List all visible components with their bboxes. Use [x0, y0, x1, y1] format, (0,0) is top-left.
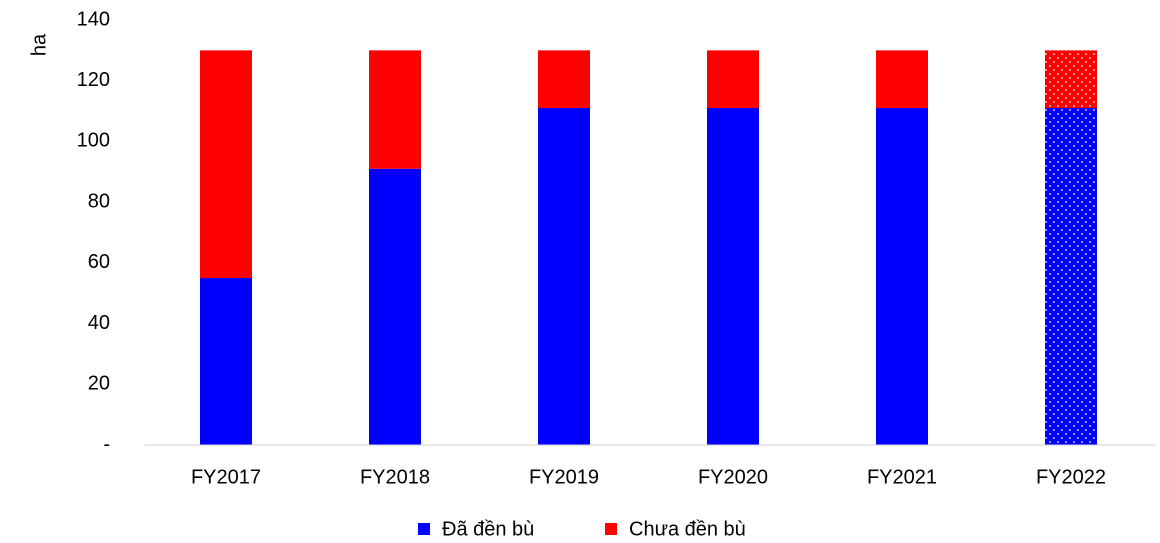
bar-segment	[200, 278, 252, 445]
legend-swatch	[605, 523, 617, 535]
y-tick-label: 80	[88, 190, 110, 212]
y-tick-label: -	[103, 433, 110, 455]
x-tick-label: FY2022	[1036, 466, 1106, 488]
x-tick-label: FY2018	[360, 466, 430, 488]
bar-segment	[200, 50, 252, 279]
y-axis-label: ha	[28, 33, 50, 56]
x-tick-label: FY2020	[698, 466, 768, 488]
bar-segment	[707, 50, 759, 109]
bar-segment	[538, 50, 590, 109]
bar-pattern	[1045, 108, 1097, 446]
bar-segment	[538, 108, 590, 446]
bar-segment	[707, 108, 759, 446]
x-tick-label: FY2019	[529, 466, 599, 488]
bar-pattern	[1045, 50, 1097, 109]
x-tick-label: FY2021	[867, 466, 937, 488]
bar-segment	[369, 50, 421, 169]
y-tick-label: 120	[77, 69, 110, 91]
legend-label: Đã đền bù	[442, 518, 534, 540]
y-tick-label: 40	[88, 312, 110, 334]
y-tick-label: 20	[88, 373, 110, 395]
bar-segment	[369, 168, 421, 445]
x-tick-label: FY2017	[191, 466, 261, 488]
y-tick-label: 60	[88, 251, 110, 273]
bar-segment	[876, 50, 928, 109]
legend-label: Chưa đền bù	[629, 518, 746, 540]
y-tick-label: 100	[77, 130, 110, 152]
y-tick-label: 140	[77, 8, 110, 30]
legend-swatch	[418, 523, 430, 535]
bar-segment	[876, 108, 928, 446]
